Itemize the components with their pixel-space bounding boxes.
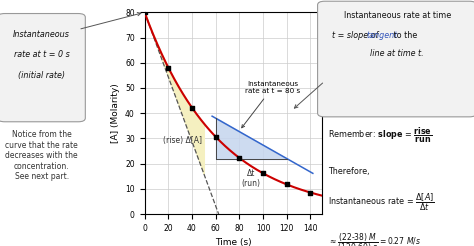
Point xyxy=(236,156,243,160)
Text: Remember: $\bf{slope}$ = $\bf{\dfrac{rise}{run}}$: Remember: $\bf{slope}$ = $\bf{\dfrac{ris… xyxy=(328,125,433,145)
Text: line at time t.: line at time t. xyxy=(370,49,424,58)
Point xyxy=(259,171,267,175)
Text: t = slope of: t = slope of xyxy=(332,31,381,40)
Text: tangent: tangent xyxy=(367,31,398,40)
Text: Notice from the
curve that the rate
decreases with the
concentration.
See next p: Notice from the curve that the rate decr… xyxy=(5,130,78,181)
Point xyxy=(283,183,291,186)
Point xyxy=(188,106,196,110)
Point xyxy=(307,191,314,195)
Text: Δt
(run): Δt (run) xyxy=(242,169,261,188)
Polygon shape xyxy=(216,118,287,158)
Text: Instantaneous
rate at t = 80 s: Instantaneous rate at t = 80 s xyxy=(242,81,300,128)
Text: to the: to the xyxy=(391,31,417,40)
Text: Instantaneous

rate at t = 0 s

(initial rate): Instantaneous rate at t = 0 s (initial r… xyxy=(13,30,70,80)
Point xyxy=(164,66,172,70)
Text: Therefore,: Therefore, xyxy=(328,167,370,176)
Point xyxy=(141,10,148,14)
Text: Instantaneous rate = $\dfrac{\Delta[A]}{\Delta t}$: Instantaneous rate = $\dfrac{\Delta[A]}{… xyxy=(328,192,435,213)
X-axis label: Time (s): Time (s) xyxy=(215,238,252,246)
Point xyxy=(212,135,219,139)
Text: $\approx \dfrac{(22\text{-}38)\ M}{(120\text{-}60)\ s} = 0.27\ M/s$: $\approx \dfrac{(22\text{-}38)\ M}{(120\… xyxy=(328,231,421,246)
Y-axis label: [A] (Molarity): [A] (Molarity) xyxy=(110,83,119,143)
Text: (rise) Δ[A]: (rise) Δ[A] xyxy=(163,136,202,145)
Text: Instantaneous rate at time: Instantaneous rate at time xyxy=(344,11,451,20)
